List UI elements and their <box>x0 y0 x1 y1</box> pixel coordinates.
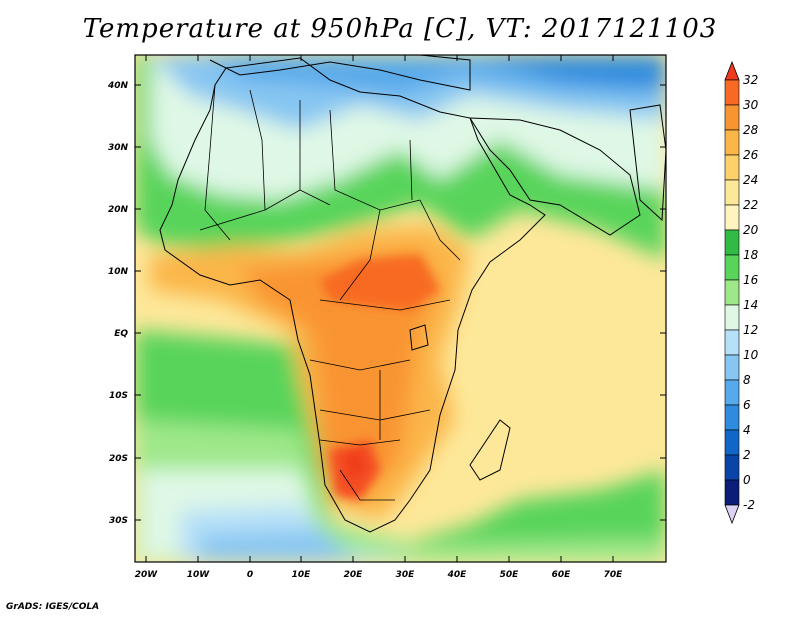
colorbar-label: 22 <box>743 198 758 212</box>
colorbar-segment <box>724 279 740 306</box>
colorbar-segment <box>724 204 740 231</box>
colorbar-label: 30 <box>743 98 759 112</box>
colorbar-label: 0 <box>743 473 751 487</box>
lon-label-70e: 70E <box>604 570 624 580</box>
lat-label-20n: 20N <box>108 205 129 215</box>
colorbar-segment <box>724 429 740 456</box>
lon-label-10e: 10E <box>292 570 312 580</box>
colorbar-segment <box>724 479 740 506</box>
colorbar-label: 10 <box>743 348 759 362</box>
colorbar-label: 26 <box>743 148 759 162</box>
lon-label-40e: 40E <box>447 570 468 580</box>
colorbar-label: 12 <box>743 323 758 337</box>
colorbar-label: -2 <box>743 498 755 512</box>
africa-coastline <box>159 57 546 533</box>
lat-label-20s: 20S <box>109 454 128 464</box>
lon-label-10w: 10W <box>187 570 211 580</box>
lon-label-60e: 60E <box>552 570 572 580</box>
colorbar-label: 2 <box>743 448 751 462</box>
colorbar-label: 14 <box>743 298 758 312</box>
colorbar-segment <box>724 104 740 131</box>
lat-axis: 40N 30N 20N 10N EQ 10S 20S 30S <box>107 81 666 526</box>
lat-label-10s: 10S <box>109 391 128 401</box>
lon-label-0: 0 <box>247 570 253 580</box>
colorbar-segment <box>724 304 740 331</box>
colorbar-top-arrow <box>724 60 740 81</box>
colorbar-label: 24 <box>743 173 758 187</box>
colorbar-label: 8 <box>743 373 751 387</box>
lat-label-30s: 30S <box>109 516 128 526</box>
lon-axis: 20W 10W 0 10E 20E 30E 40E 50E 60E 70E <box>135 55 623 580</box>
colorbar-label: 6 <box>743 398 751 412</box>
colorbar-label: 4 <box>743 423 751 437</box>
europe-coastline <box>209 55 471 91</box>
colorbar-segment <box>724 254 740 281</box>
colorbar-segment <box>724 229 740 256</box>
colorbar-segment <box>724 179 740 206</box>
colorbar-label: 32 <box>743 73 758 87</box>
colorbar-segment <box>724 154 740 181</box>
map-title: Temperature at 950hPa [C], VT: 201712110… <box>82 14 718 44</box>
lon-label-50e: 50E <box>500 570 520 580</box>
country-borders <box>199 84 461 501</box>
colorbar-label: 20 <box>743 223 759 237</box>
lon-label-20w: 20W <box>135 570 159 580</box>
colorbar-segment <box>724 379 740 406</box>
lat-label-30n: 30N <box>108 143 129 153</box>
temperature-field <box>135 55 666 562</box>
colorbar-segment <box>724 79 740 106</box>
colorbar-label: 16 <box>743 273 759 287</box>
colorbar-bottom-arrow <box>724 504 740 525</box>
colorbar-segment <box>724 129 740 156</box>
lon-label-20e: 20E <box>344 570 364 580</box>
lat-label-40n: 40N <box>107 81 129 91</box>
lat-label-10n: 10N <box>108 267 129 277</box>
colorbar-segment <box>724 404 740 431</box>
madagascar-coastline <box>469 419 511 481</box>
lake-victoria <box>409 324 429 351</box>
lon-label-30e: 30E <box>396 570 416 580</box>
coastlines <box>159 55 666 533</box>
india-coastline <box>629 104 666 222</box>
arabia-coastline <box>469 117 641 236</box>
colorbar-label: 18 <box>743 248 759 262</box>
grads-credit: GrADS: IGES/COLA <box>6 602 100 612</box>
lat-label-eq: EQ <box>114 329 128 339</box>
colorbar-segment <box>724 354 740 381</box>
colorbar-segment <box>724 329 740 356</box>
colorbar-label: 28 <box>743 123 759 137</box>
colorbar-segment <box>724 454 740 481</box>
